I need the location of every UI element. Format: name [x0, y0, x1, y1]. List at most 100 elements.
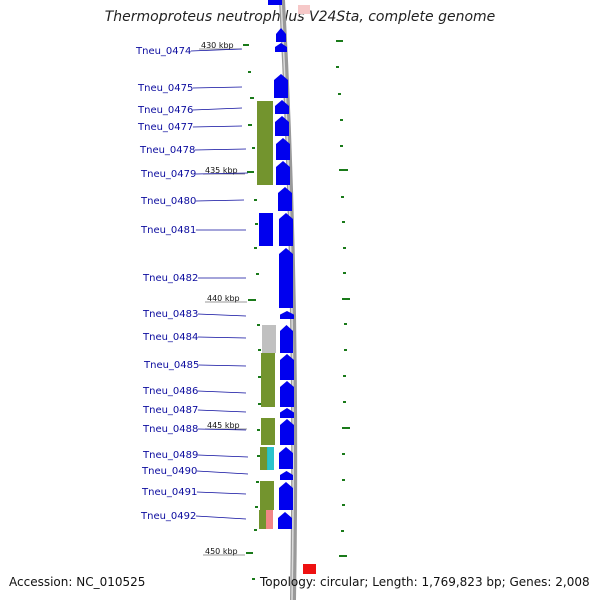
gc-tick	[255, 223, 258, 225]
cds-fragment-top	[268, 0, 282, 5]
gene-leader-line	[197, 428, 247, 431]
gc-tick	[342, 504, 345, 506]
gc-tick	[258, 376, 261, 378]
cds-arrow	[280, 354, 294, 380]
gene-label: Tneu_0483	[142, 309, 198, 320]
gene-label: Tneu_0479	[140, 169, 196, 180]
kbp-marker-label: 435 kbp	[205, 166, 238, 175]
cds-arrow	[274, 74, 288, 98]
cds-arrow	[279, 248, 293, 308]
gene-leader-line	[195, 515, 247, 520]
kbp-marker-label: 445 kbp	[207, 421, 240, 430]
gene-label: Tneu_0476	[137, 105, 193, 116]
gene-label: Tneu_0492	[140, 511, 196, 522]
gc-tick	[246, 552, 253, 554]
cog-block	[257, 101, 273, 185]
gc-tick	[258, 403, 261, 405]
cds-arrow	[280, 311, 294, 319]
gc-tick	[257, 455, 260, 457]
topology-text: Topology: circular; Length: 1,769,823 bp…	[260, 575, 590, 589]
cds-arrow	[279, 213, 293, 246]
gene-label: Tneu_0478	[139, 145, 195, 156]
gene-label: Tneu_0486	[142, 386, 198, 397]
gc-tick	[247, 171, 254, 173]
gene-leader-line	[197, 336, 247, 339]
gc-tick	[344, 349, 347, 351]
gc-tick	[340, 145, 343, 147]
gc-tick	[255, 506, 258, 508]
feature-fragment-bottom	[303, 564, 316, 574]
cds-arrow	[276, 28, 286, 42]
cds-arrow	[280, 408, 294, 418]
gc-tick	[336, 66, 339, 68]
gc-tick	[250, 97, 254, 99]
gc-tick	[342, 298, 350, 300]
gc-tick	[343, 247, 346, 249]
cds-arrow	[276, 161, 290, 185]
genome-title: Thermoproteus neutrophilus V24Sta, compl…	[104, 9, 496, 25]
gc-tick	[243, 44, 249, 46]
cds-arrow	[280, 471, 293, 480]
gc-tick	[256, 481, 259, 483]
cds-arrow	[280, 381, 294, 407]
cog-block	[267, 447, 274, 470]
cog-block	[261, 418, 275, 445]
cds-arrow	[278, 187, 292, 211]
cds-arrow	[278, 512, 292, 529]
cds-arrow	[275, 43, 287, 52]
gene-label: Tneu_0485	[143, 360, 199, 371]
gene-leader-line	[197, 409, 247, 413]
cds-arrow	[280, 325, 293, 353]
gene-leader-line	[198, 364, 247, 367]
cog-block	[261, 353, 275, 407]
gene-label: Tneu_0474	[135, 46, 191, 57]
gene-label: Tneu_0490	[141, 466, 197, 477]
gc-tick	[338, 93, 341, 95]
gc-tick	[254, 199, 257, 201]
gene-label: Tneu_0488	[142, 424, 198, 435]
gc-tick	[342, 427, 350, 429]
gc-tick	[341, 196, 344, 198]
gc-tick	[342, 453, 345, 455]
gene-label: Tneu_0475	[137, 83, 193, 94]
gc-tick	[248, 71, 251, 73]
gc-tick	[248, 299, 256, 301]
gc-tick	[248, 124, 252, 126]
gene-leader-line	[197, 390, 247, 394]
gene-leader-line	[192, 107, 243, 111]
gc-tick	[254, 529, 257, 531]
gene-leader-line	[196, 491, 247, 495]
gc-tick	[343, 375, 346, 377]
gc-tick	[254, 247, 257, 249]
gc-tick	[339, 555, 347, 557]
cog-block	[266, 510, 273, 529]
gc-tick	[339, 169, 348, 171]
cds-arrow	[276, 138, 290, 160]
cog-block	[262, 325, 276, 353]
gc-tick	[258, 349, 261, 351]
gc-tick	[257, 324, 260, 326]
cds-arrow	[280, 419, 294, 445]
gene-label: Tneu_0489	[142, 450, 198, 461]
gene-label: Tneu_0480	[140, 196, 196, 207]
gene-leader-line	[197, 454, 249, 458]
kbp-marker-label: 440 kbp	[207, 294, 240, 303]
gene-leader-line	[194, 148, 247, 151]
gc-tick	[342, 479, 345, 481]
gc-tick	[342, 221, 345, 223]
gc-tick	[344, 323, 347, 325]
gene-leader-line	[192, 125, 243, 128]
gene-label: Tneu_0491	[141, 487, 197, 498]
gc-tick	[256, 273, 259, 275]
gene-leader-line	[195, 172, 249, 175]
cog-block	[260, 481, 274, 510]
gc-tick	[341, 530, 344, 532]
gene-label: Tneu_0477	[137, 122, 193, 133]
gene-leader-line	[192, 86, 243, 89]
kbp-marker-label: 450 kbp	[205, 547, 238, 556]
gc-tick	[343, 401, 346, 403]
cds-arrow	[275, 116, 289, 136]
cds-arrow	[279, 447, 293, 469]
kbp-marker-label: 430 kbp	[201, 41, 234, 50]
gene-leader-line	[196, 470, 249, 475]
